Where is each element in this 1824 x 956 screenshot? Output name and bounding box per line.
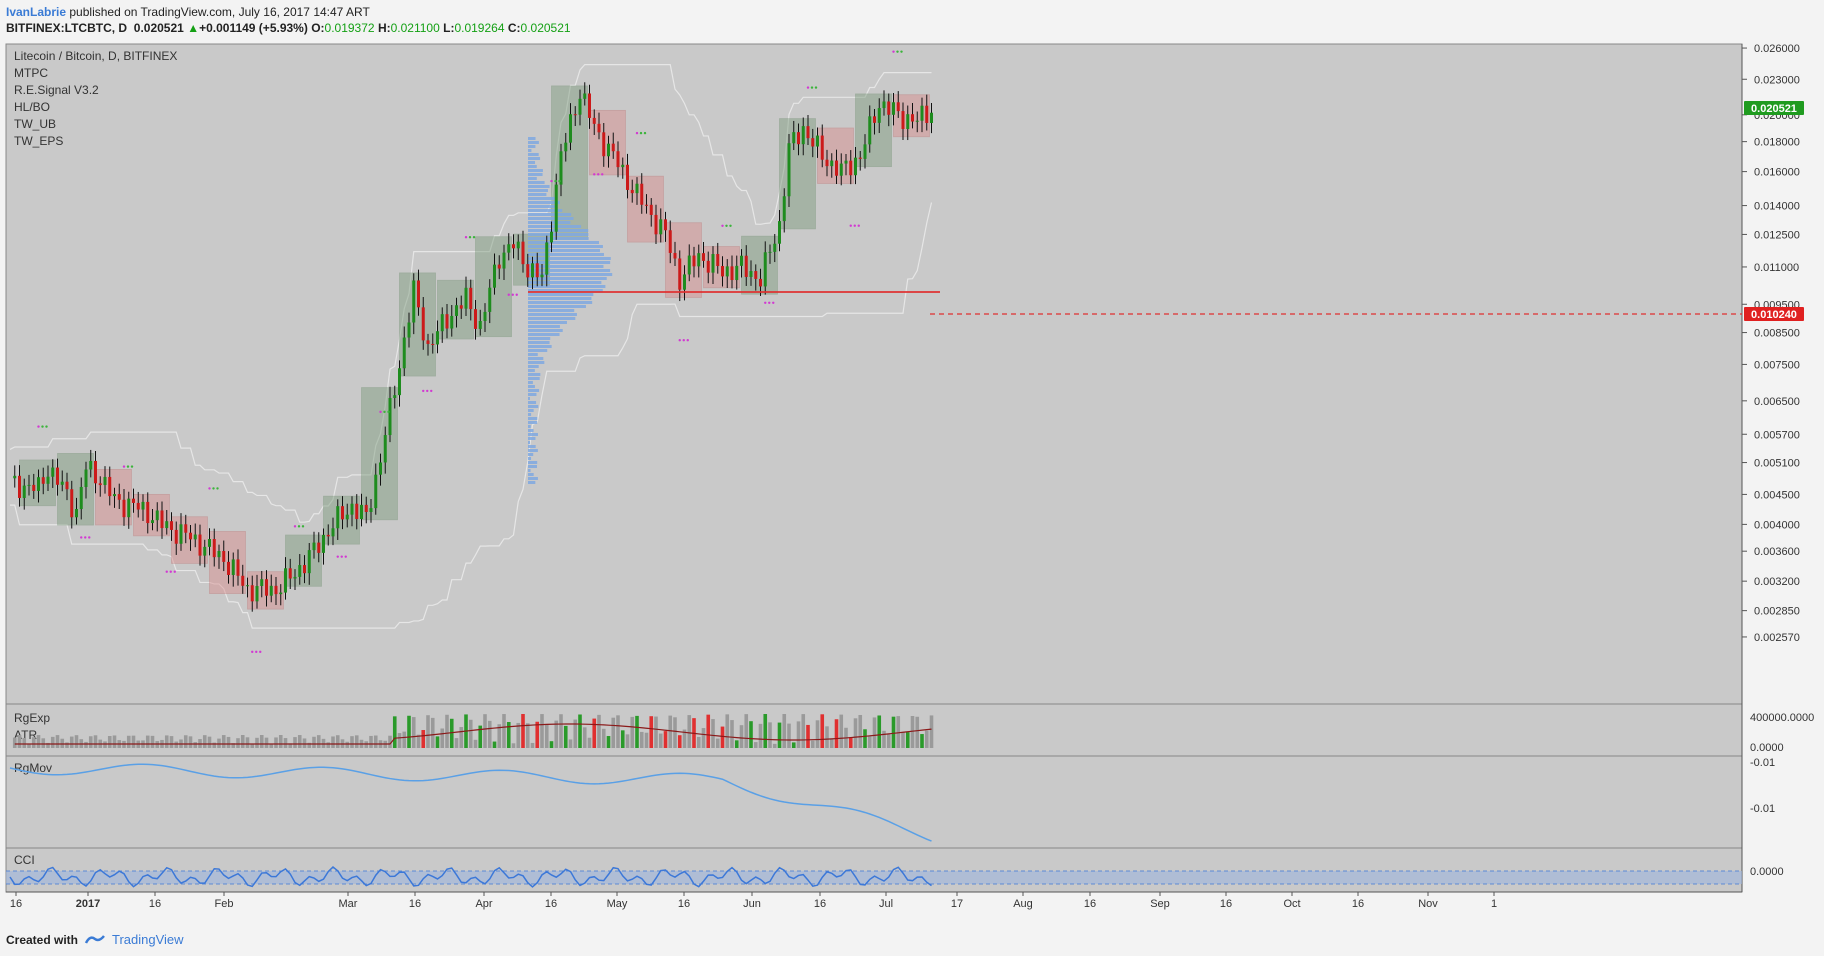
right-axis[interactable] [1742, 44, 1824, 892]
chart-area[interactable]: Litecoin / Bitcoin, D, BITFINEX MTPC R.E… [0, 42, 1824, 922]
created-with-text: Created with [6, 932, 79, 947]
high-value: 0.021100 [390, 21, 440, 35]
time-tick-label: 16 [1220, 898, 1232, 910]
cci-tick-zero: 0.0000 [1750, 866, 1784, 878]
price-tick-label: 0.005100 [1754, 458, 1800, 470]
time-tick-label: Nov [1418, 898, 1438, 910]
open-value: 0.019372 [324, 21, 375, 35]
rgmov-tick-1: -0.01 [1750, 757, 1775, 769]
change-value: +0.001149 (+5.93%) [199, 21, 308, 35]
legend-tweps: TW_EPS [14, 134, 63, 148]
price-axis-ticks: 0.0260000.0230000.0200000.0180000.016000… [1742, 43, 1800, 644]
low-label: L: [443, 21, 455, 35]
level-price-badge: 0.010240 [1744, 307, 1804, 321]
high-label: H: [377, 21, 391, 35]
time-tick-label: 16 [678, 898, 690, 910]
time-tick-label: 1 [1491, 898, 1497, 910]
rgexp-tick-zero: 0.0000 [1750, 742, 1784, 754]
close-label: C: [507, 21, 521, 35]
price-tick-label: 0.011000 [1754, 262, 1799, 274]
rgexp-label: RgExp [14, 711, 50, 725]
legend-title: Litecoin / Bitcoin, D, BITFINEX [14, 49, 177, 63]
level-price-text: 0.010240 [1751, 309, 1797, 321]
candles [13, 82, 933, 612]
price-tick-label: 0.004500 [1754, 489, 1800, 501]
time-axis[interactable] [6, 892, 1742, 910]
time-tick-label: 17 [951, 898, 963, 910]
price-tick-label: 0.005700 [1754, 429, 1800, 441]
price-tick-label: 0.003600 [1754, 546, 1800, 558]
price-tick-label: 0.003200 [1754, 576, 1800, 588]
tradingview-brand-link[interactable]: TradingView [112, 932, 184, 947]
cci-panel[interactable] [5, 847, 1743, 893]
legend: Litecoin / Bitcoin, D, BITFINEX MTPC R.E… [14, 49, 177, 148]
legend-mtpc: MTPC [14, 66, 48, 80]
publish-info: IvanLabrie published on TradingView.com,… [6, 5, 370, 19]
price-tick-label: 0.026000 [1754, 43, 1800, 55]
trailing-band [9, 64, 933, 629]
rgmov-tick-2: -0.01 [1750, 803, 1775, 815]
legend-hlbo: HL/BO [14, 100, 50, 114]
signal-dots [37, 50, 903, 654]
price-tick-label: 0.006500 [1754, 396, 1800, 408]
time-tick-label: Feb [215, 898, 234, 910]
current-price-text: 0.020521 [1751, 103, 1797, 115]
time-tick-label: Aug [1013, 898, 1033, 910]
legend-twub: TW_UB [14, 117, 56, 131]
price-tick-label: 0.002570 [1754, 632, 1800, 644]
legend-resignal: R.E.Signal V3.2 [14, 83, 99, 97]
current-price-badge: 0.020521 [1744, 101, 1804, 115]
footer: Created with TradingView [6, 932, 184, 947]
price-tick-label: 0.012500 [1754, 229, 1800, 241]
time-tick-label: Jul [879, 898, 893, 910]
price-tick-label: 0.023000 [1754, 74, 1800, 86]
main-panel[interactable] [5, 43, 1743, 705]
low-value: 0.019264 [454, 21, 505, 35]
price-tick-label: 0.014000 [1754, 201, 1800, 213]
time-axis-ticks: 16 2017 16 Feb Mar 16 Apr 16 May 16 Jun 16 Jul 17 Aug 1… [10, 892, 1497, 910]
change-arrow-icon: ▲ [187, 21, 200, 35]
tradingview-logo-icon [84, 934, 105, 944]
open-label: O: [311, 21, 325, 35]
time-tick-label: 2017 [76, 898, 100, 910]
published-text: published on TradingView.com, July 16, 2… [69, 5, 370, 19]
price-tick-label: 0.002850 [1754, 606, 1800, 618]
quote-line: BITFINEX:LTCBTC, D 0.020521 ▲+0.001149 (… [6, 21, 571, 35]
close-value: 0.020521 [520, 21, 571, 35]
price-tick-label: 0.007500 [1754, 359, 1800, 371]
time-tick-label: 16 [545, 898, 557, 910]
author-link[interactable]: IvanLabrie [6, 5, 67, 19]
rgexp-tick-top: 400000.0000 [1750, 712, 1814, 724]
time-tick-label: Apr [475, 898, 492, 910]
time-tick-label: Jun [743, 898, 761, 910]
price-tick-label: 0.016000 [1754, 167, 1800, 179]
rgmov-panel[interactable] [5, 755, 1743, 849]
time-tick-label: Sep [1150, 898, 1170, 910]
last-price: 0.020521 [133, 21, 184, 35]
cci-line [9, 866, 932, 888]
symbol-label: BITFINEX:LTCBTC, D [6, 21, 128, 35]
time-tick-label: 16 [149, 898, 161, 910]
rgmov-line [9, 763, 932, 842]
cci-label: CCI [14, 853, 35, 867]
price-tick-label: 0.018000 [1754, 137, 1800, 149]
time-tick-label: 16 [10, 898, 22, 910]
time-tick-label: 16 [409, 898, 421, 910]
time-tick-label: 16 [1352, 898, 1364, 910]
time-tick-label: Mar [339, 898, 358, 910]
time-tick-label: May [607, 898, 628, 910]
time-tick-label: 16 [814, 898, 826, 910]
time-tick-label: 16 [1084, 898, 1096, 910]
time-tick-label: Oct [1283, 898, 1300, 910]
volume-profile [528, 137, 613, 484]
cci-band [6, 871, 1742, 884]
price-tick-label: 0.004000 [1754, 519, 1800, 531]
atr-line [14, 723, 932, 745]
price-tick-label: 0.008500 [1754, 328, 1800, 340]
